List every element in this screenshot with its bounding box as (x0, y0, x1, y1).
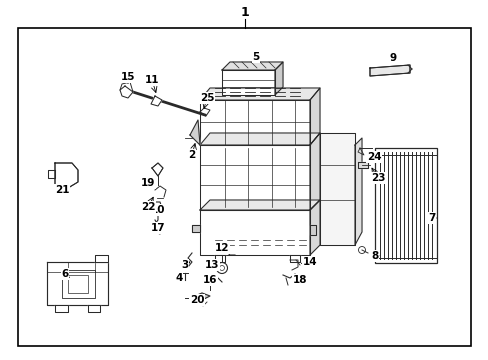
Bar (68, 275, 88, 293)
Polygon shape (200, 145, 309, 210)
Polygon shape (200, 210, 309, 255)
Text: 12: 12 (214, 243, 229, 253)
Polygon shape (289, 255, 299, 262)
Text: 21: 21 (55, 185, 69, 195)
Polygon shape (357, 162, 367, 168)
Bar (18, 28, 470, 346)
Polygon shape (190, 120, 200, 145)
Polygon shape (309, 133, 319, 210)
Polygon shape (274, 62, 283, 95)
Polygon shape (309, 88, 319, 145)
Text: 18: 18 (292, 275, 306, 285)
Polygon shape (309, 225, 315, 235)
Text: 11: 11 (144, 75, 159, 85)
Text: 22: 22 (141, 202, 155, 212)
Polygon shape (95, 255, 108, 262)
Polygon shape (369, 65, 409, 76)
Polygon shape (152, 163, 163, 176)
Polygon shape (200, 88, 319, 100)
Polygon shape (309, 200, 319, 255)
Text: 19: 19 (141, 178, 155, 188)
Text: 17: 17 (150, 223, 165, 233)
Text: 8: 8 (370, 251, 378, 261)
Text: 2: 2 (188, 150, 195, 160)
Polygon shape (200, 200, 319, 210)
Polygon shape (354, 138, 361, 245)
Polygon shape (200, 100, 309, 145)
Text: 7: 7 (427, 213, 435, 223)
Text: 23: 23 (370, 173, 385, 183)
Text: 9: 9 (388, 53, 396, 63)
Text: 16: 16 (203, 275, 217, 285)
Polygon shape (55, 305, 68, 312)
Polygon shape (222, 70, 274, 95)
Text: 10: 10 (150, 205, 165, 215)
Text: 4: 4 (175, 273, 183, 283)
Polygon shape (47, 262, 108, 305)
Polygon shape (48, 170, 55, 178)
Polygon shape (195, 293, 209, 300)
Text: 3: 3 (181, 260, 188, 270)
Text: 6: 6 (61, 269, 68, 279)
Polygon shape (215, 255, 224, 262)
Text: 14: 14 (302, 257, 317, 267)
Polygon shape (200, 133, 319, 145)
Text: 13: 13 (204, 260, 219, 270)
Polygon shape (319, 133, 354, 245)
Text: 24: 24 (366, 152, 381, 162)
Text: 1: 1 (240, 6, 249, 19)
Polygon shape (151, 96, 162, 106)
Text: 25: 25 (199, 93, 214, 103)
Polygon shape (88, 305, 100, 312)
Polygon shape (55, 163, 78, 188)
Polygon shape (192, 225, 200, 232)
Text: 5: 5 (252, 52, 259, 62)
Polygon shape (222, 62, 283, 70)
Polygon shape (120, 86, 133, 98)
Text: 20: 20 (189, 295, 204, 305)
Bar (374, 148, 436, 263)
Polygon shape (62, 270, 95, 298)
Text: 15: 15 (121, 72, 135, 82)
